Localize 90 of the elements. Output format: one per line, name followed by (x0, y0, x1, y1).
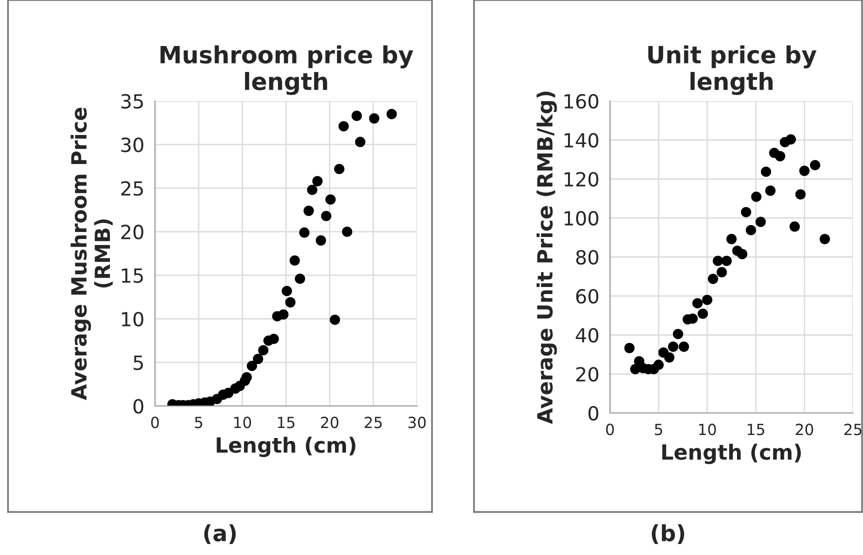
point (716, 267, 727, 278)
point (307, 184, 318, 196)
point (355, 136, 366, 148)
x-tick-label: 5 (654, 424, 662, 436)
point (330, 314, 340, 325)
y-tick-label: 80 (576, 250, 598, 265)
point (712, 256, 724, 266)
y-tick-label: 20 (121, 224, 144, 240)
point (252, 354, 264, 364)
point (282, 286, 292, 296)
y-tick-label: 120 (564, 172, 598, 187)
x-tick-label: 10 (234, 416, 252, 428)
point (765, 186, 776, 196)
x-axis-title: Length (cm) (662, 444, 801, 464)
y-tick-label: 100 (564, 210, 598, 226)
chart-title: Mushroom price by length (160, 45, 414, 95)
point (746, 224, 756, 236)
x-tick-label: 30 (408, 416, 426, 428)
y-axis-title: Average Unit Price (RMB/kg) (536, 92, 557, 424)
x-tick-label: 25 (844, 424, 862, 436)
point (290, 255, 300, 266)
point (338, 121, 349, 132)
point (672, 328, 684, 340)
y-tick-label: 0 (133, 398, 144, 414)
point (702, 294, 712, 306)
point (668, 342, 678, 352)
x-tick-label: 10 (699, 424, 716, 436)
point (760, 166, 772, 177)
y-tick-label: 40 (576, 328, 598, 343)
chart-title: Unit price by length (648, 45, 816, 95)
point (740, 207, 752, 218)
point (369, 113, 380, 124)
point (799, 166, 810, 176)
x-tick-label: 0 (606, 424, 614, 436)
point (820, 234, 830, 244)
point (246, 360, 258, 372)
point (299, 227, 310, 238)
y-tick-label: 30 (121, 138, 144, 152)
point (721, 256, 732, 266)
y-tick-label: 20 (576, 366, 598, 382)
x-tick-label: 15 (278, 416, 294, 428)
y-tick-label: 10 (122, 312, 144, 327)
point (774, 151, 786, 162)
point (242, 372, 252, 382)
point (321, 210, 332, 222)
point (698, 308, 708, 319)
x-axis-title: Length (cm) (216, 436, 356, 458)
y-tick-label: 35 (121, 94, 143, 109)
x-tick-label: 5 (194, 416, 202, 428)
point (342, 226, 352, 237)
y-tick-label: 15 (122, 268, 143, 283)
point (708, 274, 718, 284)
point (726, 234, 737, 244)
y-tick-label: 160 (564, 94, 598, 109)
point (692, 298, 703, 308)
point (678, 342, 690, 352)
point (737, 248, 748, 260)
point (258, 345, 268, 356)
point (751, 192, 762, 202)
x-tick-label: 0 (151, 416, 159, 428)
y-axis-title: Average Mushroom Price (RMB) (70, 108, 113, 400)
y-tick-label: 140 (564, 132, 598, 148)
point (624, 342, 635, 354)
point (316, 235, 326, 246)
y-tick-label: 25 (121, 181, 143, 196)
x-tick-label: 15 (748, 424, 764, 436)
x-tick-label: 25 (364, 416, 382, 428)
point (312, 176, 323, 186)
point (386, 108, 397, 120)
point (795, 189, 806, 200)
x-tick-label: 20 (796, 424, 814, 436)
point (352, 110, 362, 121)
point (285, 297, 296, 308)
point (334, 164, 344, 174)
y-tick-label: 60 (576, 288, 598, 304)
point (756, 216, 766, 228)
point (653, 360, 664, 370)
point (664, 352, 674, 363)
point (278, 309, 289, 320)
point (325, 194, 336, 205)
text: (b) (652, 524, 684, 544)
point (294, 274, 306, 284)
x-tick-label: 20 (321, 416, 338, 428)
y-tick-label: 5 (134, 356, 143, 370)
text: (a) (204, 524, 236, 544)
point (304, 206, 314, 216)
point (810, 160, 820, 170)
point (786, 134, 796, 145)
point (790, 221, 800, 232)
point (268, 334, 279, 344)
